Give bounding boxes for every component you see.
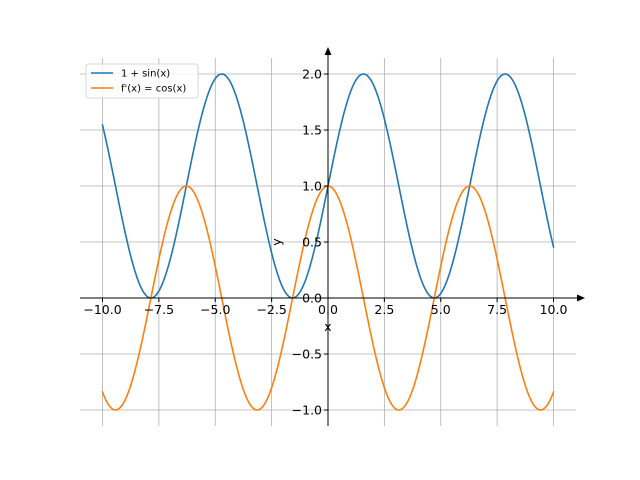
y-axis-arrow-icon [324,47,332,55]
x-tick-label: 7.5 [487,302,507,317]
y-tick-label: 1.5 [302,123,322,138]
y-tick-label: 0.5 [302,235,322,250]
x-tick-label: 10.0 [540,302,568,317]
y-tick-label: −1.0 [292,403,322,418]
y-tick-label: 1.0 [302,179,322,194]
legend: 1 + sin(x) f'(x) = cos(x) [85,63,199,99]
x-axis-label: x [324,319,331,334]
legend-label: f'(x) = cos(x) [121,84,186,95]
legend-box [85,63,199,99]
x-axis-arrow-icon [577,294,585,302]
axes [80,47,585,426]
x-tick-label: 5.0 [431,302,451,317]
y-tick-label: −0.5 [292,347,322,362]
legend-label: 1 + sin(x) [121,69,170,80]
y-axis-label: y [269,238,284,246]
x-tick-label: −2.5 [256,302,286,317]
ticks: −10.0 −7.5 −5.0 −2.5 0.0 2.5 5.0 7.5 10.0 −1.0 −0.… [83,67,567,418]
x-tick-label: −5.0 [200,302,230,317]
x-tick-label: 0.0 [318,302,338,317]
y-tick-label: 2.0 [302,67,322,82]
x-tick-label: 2.5 [374,302,394,317]
x-tick-label: −10.0 [83,302,121,317]
y-tick-label: 0.0 [302,291,322,306]
x-tick-label: −7.5 [144,302,174,317]
